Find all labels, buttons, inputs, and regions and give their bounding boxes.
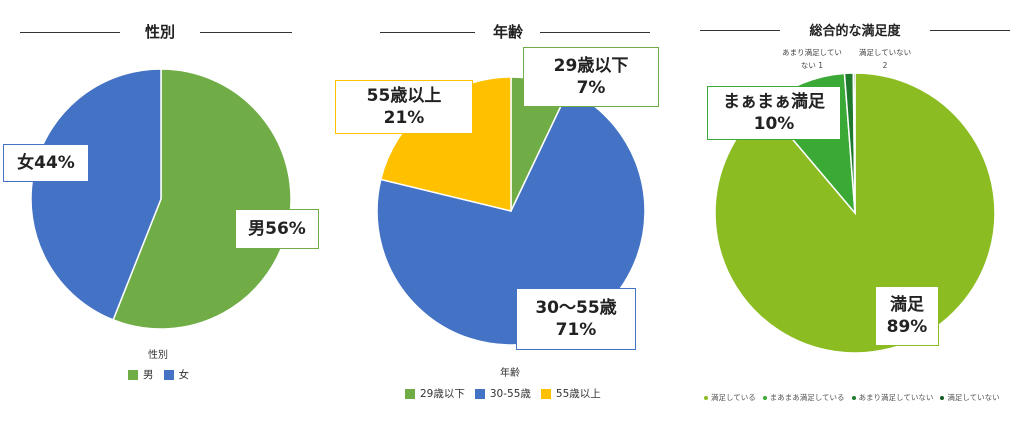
- satisfaction-pie: [714, 72, 996, 354]
- satisfaction-chart-panel: 総合的な満足度 あまり満足してい ない 1 満足していない 2 まぁまぁ満足 1…: [690, 0, 1024, 441]
- legend-swatch: [940, 395, 945, 400]
- legend-swatch: [163, 369, 174, 380]
- legend-swatch: [762, 395, 767, 400]
- legend-item: 満足していない: [940, 392, 1000, 403]
- callout-name: 満足: [890, 295, 924, 315]
- legend-label: 55歳以上: [555, 388, 601, 400]
- callout-pct: 10%: [753, 114, 795, 134]
- legend-item: あまり満足していない: [851, 392, 934, 403]
- title-rule-right: [930, 30, 1010, 31]
- legend-swatch: [474, 388, 485, 399]
- callout-pct: 7%: [576, 78, 606, 98]
- legend-swatch: [128, 369, 138, 380]
- gender-pie: [30, 68, 292, 330]
- legend-swatch: [405, 388, 415, 399]
- legend-label: 29歳以下: [420, 388, 465, 400]
- callout-text: 男56%: [248, 219, 306, 239]
- callout-name: 55歳以上: [366, 86, 442, 106]
- age-callout-under29: 29歳以下 7%: [523, 47, 659, 107]
- legend-label: 満足していない: [947, 393, 1000, 402]
- legend-item: まあまあ満足している: [762, 392, 845, 403]
- callout-pct: 89%: [886, 317, 928, 337]
- legend-label: 男: [143, 369, 154, 381]
- gender-chart-title: 性別: [144, 23, 175, 41]
- legend-swatch: [704, 395, 708, 400]
- callout-name: 29歳以下: [553, 56, 629, 76]
- legend-item: 男: [128, 367, 154, 382]
- callout-pct: 71%: [555, 320, 597, 340]
- satisfaction-callout-satisfied: 満足 89%: [875, 286, 939, 346]
- satisfaction-legend: 満足している まあまあ満足している あまり満足していない 満足していない: [704, 392, 1007, 403]
- age-legend: 29歳以下 30-55歳 55歳以上: [405, 386, 611, 401]
- title-rule-right: [200, 32, 292, 33]
- title-rule-left: [700, 30, 780, 31]
- gender-callout-female: 女44%: [3, 144, 89, 182]
- legend-item: 満足している: [704, 392, 756, 403]
- legend-label: あまり満足していない: [858, 393, 934, 402]
- callout-name: まぁまぁ満足: [723, 92, 825, 112]
- age-chart-panel: 年齢 29歳以下 7% 55歳以上 21% 30～55歳 71% 年齢 29歳以…: [335, 0, 670, 441]
- legend-label: まあまあ満足している: [769, 393, 845, 402]
- callout-pct: 21%: [383, 108, 425, 128]
- legend-swatch: [851, 395, 856, 400]
- small-label-line: 満足していない: [858, 48, 912, 57]
- gender-callout-male: 男56%: [235, 209, 319, 249]
- small-label-unsatisfied: 満足していない 2: [850, 46, 920, 72]
- small-label-somewhat-unsatisfied: あまり満足してい ない 1: [772, 46, 852, 72]
- satisfaction-chart-title: 総合的な満足度: [809, 24, 901, 39]
- legend-label: 満足している: [711, 393, 756, 402]
- satisfaction-callout-somewhat: まぁまぁ満足 10%: [707, 86, 841, 140]
- legend-swatch: [540, 388, 551, 399]
- legend-item: 女: [163, 367, 190, 382]
- legend-label: 女: [178, 369, 190, 381]
- small-label-line: ない 1: [800, 61, 824, 70]
- age-legend-title: 年齢: [500, 368, 520, 379]
- small-label-line: 2: [882, 61, 888, 70]
- small-label-line: あまり満足してい: [782, 48, 842, 57]
- gender-chart-panel: 性別 男56% 女44% 性別 男 女: [0, 0, 320, 441]
- age-callout-30to55: 30～55歳 71%: [516, 288, 636, 350]
- age-chart-title: 年齢: [492, 23, 523, 41]
- legend-item: 30-55歳: [474, 386, 531, 401]
- callout-text: 女44%: [17, 153, 75, 173]
- legend-item: 55歳以上: [540, 386, 601, 401]
- gender-legend-title: 性別: [148, 350, 168, 361]
- pie-slice-満足していない: [852, 72, 856, 214]
- title-rule-left: [20, 32, 120, 33]
- age-callout-55over: 55歳以上 21%: [335, 80, 473, 134]
- callout-name: 30～55歳: [535, 298, 617, 318]
- gender-legend: 男 女: [128, 367, 199, 382]
- title-rule-left: [380, 32, 475, 33]
- legend-item: 29歳以下: [405, 386, 465, 401]
- legend-label: 30-55歳: [489, 388, 531, 400]
- title-rule-right: [540, 32, 650, 33]
